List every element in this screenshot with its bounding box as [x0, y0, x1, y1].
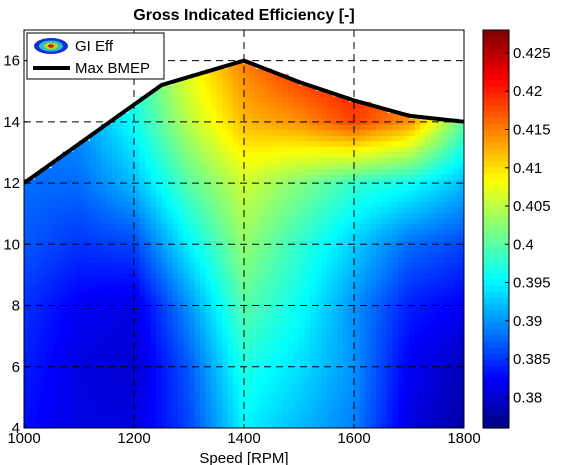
y-axis-ticks: 4 6 8 10 12 14 16: [3, 53, 28, 437]
colorbar-frame: [482, 29, 510, 429]
legend-gi-eff-icon: [34, 38, 68, 54]
colorbar-tick-label: 0.385: [513, 351, 551, 368]
colorbar-tick-label: 0.395: [513, 275, 551, 292]
grid-lines: [24, 30, 464, 428]
y-tick-label: 12: [3, 175, 20, 192]
x-tick-label: 1200: [117, 430, 150, 447]
legend-gi-eff-label: GI Eff: [75, 38, 114, 55]
x-tick-label: 1000: [7, 430, 40, 447]
colorbar-tick-label: 0.4: [513, 236, 534, 253]
chart-title: Gross Indicated Efficiency [-]: [133, 7, 354, 24]
colorbar: 0.38 0.385 0.39 0.395 0.4 0.405 0.41 0.415 0.42 0…: [482, 29, 551, 429]
max-bmep-line: [24, 58, 464, 185]
x-axis-label: Speed [RPM]: [199, 450, 288, 465]
y-tick-label: 10: [3, 236, 20, 253]
max-bmep-series: [24, 58, 464, 185]
y-tick-label: 4: [12, 420, 20, 437]
y-tick-label: 8: [12, 298, 20, 315]
colorbar-tick-label: 0.42: [513, 83, 542, 100]
colorbar-tick-label: 0.41: [513, 160, 542, 177]
legend-max-bmep-label: Max BMEP: [75, 60, 150, 77]
y-tick-label: 6: [12, 359, 20, 376]
contour-fill: [24, 63, 464, 428]
colorbar-tick-label: 0.415: [513, 122, 551, 139]
x-tick-label: 1600: [337, 430, 370, 447]
colorbar-tick-label: 0.38: [513, 389, 542, 406]
colorbar-tick-label: 0.405: [513, 198, 551, 215]
y-tick-label: 16: [3, 53, 20, 70]
colorbar-tick-label: 0.425: [513, 45, 551, 62]
x-tick-label: 1800: [447, 430, 480, 447]
y-tick-label: 14: [3, 114, 20, 131]
colorbar-tick-label: 0.39: [513, 313, 542, 330]
legend: GI Eff Max BMEP: [26, 32, 165, 80]
x-axis-ticks: 1000 1200 1400 1600 1800: [7, 424, 481, 447]
x-tick-label: 1400: [227, 430, 260, 447]
